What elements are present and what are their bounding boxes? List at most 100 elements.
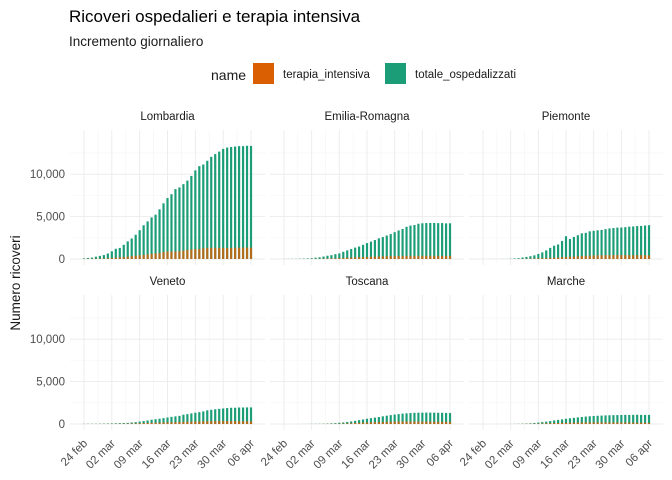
bar-totale-ospedalizzati [342,422,345,424]
bar-totale-ospedalizzati [338,422,341,424]
bar-terapia-intensiva [162,422,165,424]
bar-terapia-intensiva [114,257,117,259]
bar-totale-ospedalizzati [417,223,420,259]
bar-totale-ospedalizzati [182,184,185,259]
bar-totale-ospedalizzati [218,151,221,259]
bar-terapia-intensiva [576,256,579,259]
bar-totale-ospedalizzati [350,421,353,424]
bar-terapia-intensiva [218,421,221,424]
bar-totale-ospedalizzati [521,257,524,259]
bar-terapia-intensiva [237,421,241,424]
bar-totale-ospedalizzati [198,412,201,424]
bar-terapia-intensiva [588,422,591,424]
bar-terapia-intensiva [226,248,229,259]
bar-terapia-intensiva [126,256,129,259]
bar-terapia-intensiva [643,255,647,259]
bar-terapia-intensiva [545,423,548,424]
bar-totale-ospedalizzati [226,408,229,424]
bar-totale-ospedalizzati [110,423,113,424]
bar-terapia-intensiva [241,247,245,259]
bar-totale-ospedalizzati [214,154,217,259]
bar-totale-ospedalizzati [596,415,599,424]
bar-totale-ospedalizzati [640,414,643,424]
bar-totale-ospedalizzati [397,230,400,259]
chart-subtitle: Incremento giornaliero [69,34,203,49]
bar-terapia-intensiva [369,256,373,259]
bar-totale-ospedalizzati [596,230,599,259]
bar-totale-ospedalizzati [214,409,217,424]
bar-totale-ospedalizzati [334,423,337,424]
bar-terapia-intensiva [373,422,376,424]
bar-terapia-intensiva [433,255,436,259]
bar-totale-ospedalizzati [580,416,583,424]
bar-totale-ospedalizzati [102,255,105,259]
bar-totale-ospedalizzati [576,235,579,259]
bar-totale-ospedalizzati [118,423,121,424]
legend-title: name [211,67,246,83]
panel-strip-label: Marche [547,276,585,288]
bar-totale-ospedalizzati [330,255,333,259]
bar-terapia-intensiva [166,251,169,259]
bar-totale-ospedalizzati [441,223,444,259]
bar-terapia-intensiva [401,421,404,424]
bar-terapia-intensiva [389,421,392,424]
bar-terapia-intensiva [222,420,225,424]
bar-terapia-intensiva [588,255,591,259]
bar-totale-ospedalizzati [237,146,241,259]
bar-totale-ospedalizzati [241,146,245,259]
bar-totale-ospedalizzati [142,225,145,259]
bar-totale-ospedalizzati [166,198,169,259]
bar-terapia-intensiva [600,422,603,424]
bar-totale-ospedalizzati [342,251,345,259]
bar-totale-ospedalizzati [413,225,416,259]
bar-terapia-intensiva [138,423,141,424]
legend-swatch-totale-ospedalizzati [385,63,406,84]
bar-totale-ospedalizzati [393,232,396,259]
bar-totale-ospedalizzati [409,413,412,424]
panel-strip-label: Piemonte [542,111,591,123]
x-tick-label: 02 mar [284,438,318,472]
bar-totale-ospedalizzati [114,248,117,259]
bar-terapia-intensiva [226,421,229,424]
bar-totale-ospedalizzati [557,244,560,259]
bar-terapia-intensiva [381,256,384,259]
bar-totale-ospedalizzati [592,415,595,424]
bar-totale-ospedalizzati [90,257,94,259]
bar-terapia-intensiva [170,251,173,259]
x-tick-label: 09 mar [112,438,146,472]
bar-terapia-intensiva [636,422,639,424]
bar-terapia-intensiva [557,257,560,259]
bar-terapia-intensiva [361,257,365,259]
bar-terapia-intensiva [194,249,197,259]
bar-terapia-intensiva [150,253,153,259]
bar-totale-ospedalizzati [330,423,333,424]
bar-terapia-intensiva [576,422,579,424]
x-tick-label: 16 mar [140,438,174,472]
bar-totale-ospedalizzati [409,225,412,259]
bar-totale-ospedalizzati [429,412,432,424]
bar-terapia-intensiva [385,256,388,259]
bar-terapia-intensiva [568,256,572,259]
bar-terapia-intensiva [640,255,643,259]
bar-totale-ospedalizzati [361,244,365,259]
bar-terapia-intensiva [444,255,448,259]
bar-terapia-intensiva [206,247,209,259]
bar-totale-ospedalizzati [584,416,587,424]
bar-totale-ospedalizzati [549,421,552,424]
bar-totale-ospedalizzati [537,253,540,259]
bar-totale-ospedalizzati [166,417,169,424]
bar-terapia-intensiva [381,421,384,424]
y-tick-label: 10,000 [30,169,65,181]
bar-totale-ospedalizzati [533,422,536,424]
bar-totale-ospedalizzati [560,240,564,259]
bar-terapia-intensiva [158,252,161,259]
bar-totale-ospedalizzati [568,239,572,259]
bar-terapia-intensiva [429,421,432,424]
x-tick-label: 23 mar [566,438,600,472]
bar-totale-ospedalizzati [444,412,448,424]
bar-terapia-intensiva [572,422,575,424]
bar-totale-ospedalizzati [441,412,444,424]
bar-terapia-intensiva [640,422,643,424]
bar-terapia-intensiva [218,247,221,259]
